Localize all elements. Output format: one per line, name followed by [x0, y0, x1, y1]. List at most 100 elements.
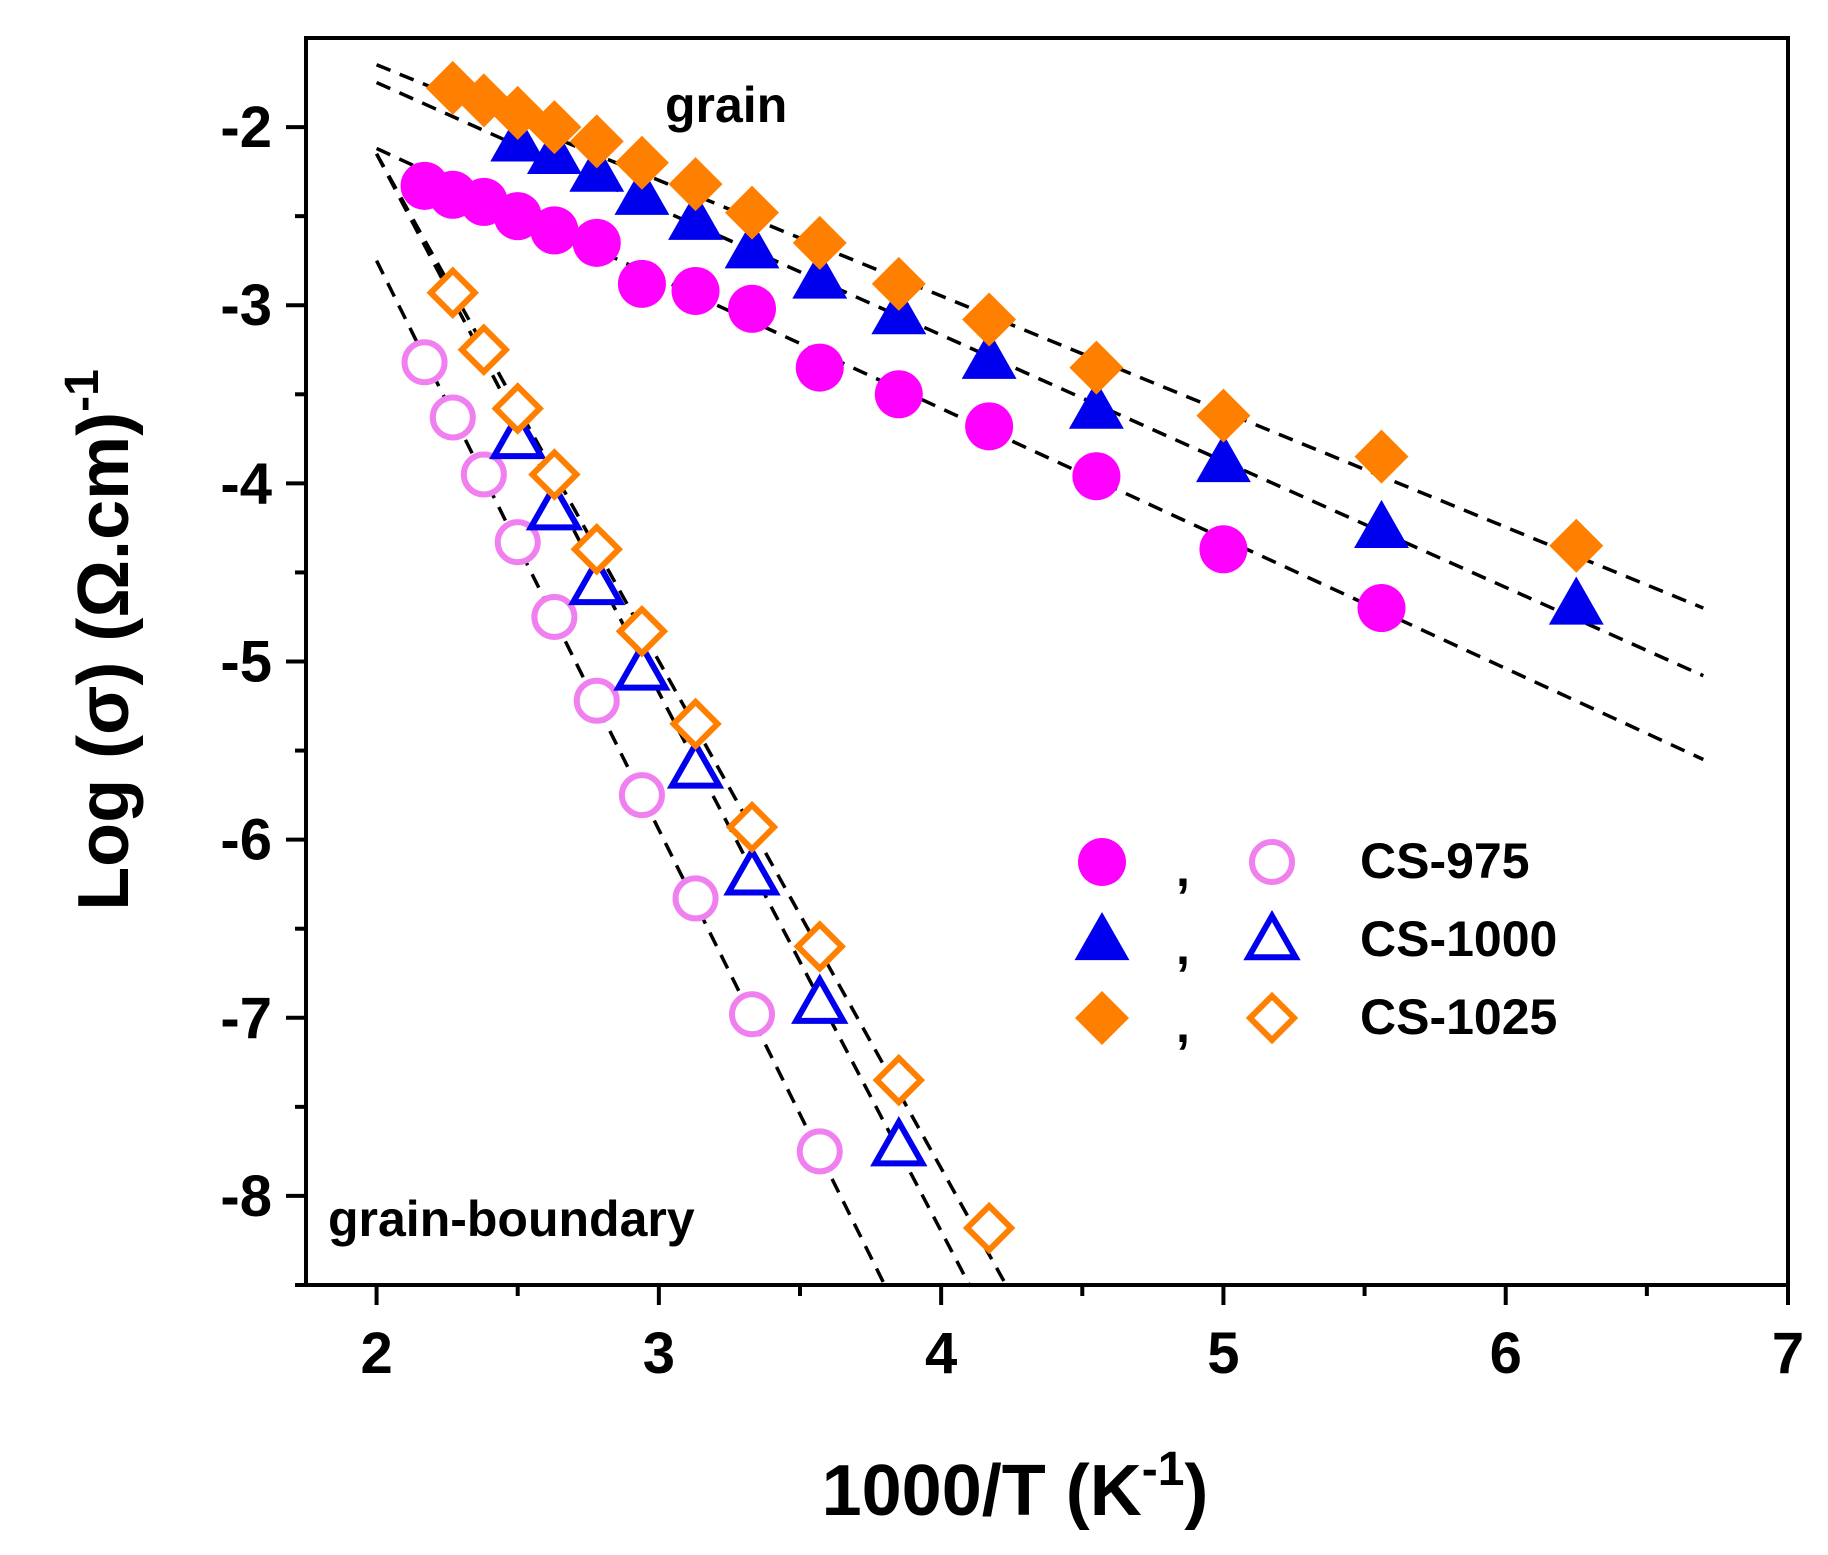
- point-cs-1000-gb: [525, 480, 584, 531]
- x-tick-label: 5: [1207, 1321, 1239, 1386]
- point-cs-1025-gb: [669, 697, 722, 751]
- legend-marker-open-cs-1000: [1243, 909, 1301, 961]
- x-axis-title-main: 1000/T (K: [822, 1451, 1142, 1531]
- legend-marker-filled-cs-1000: [1074, 912, 1130, 961]
- point-cs-1025-grain: [725, 185, 780, 240]
- point-cs-1025-gb: [528, 448, 581, 501]
- point-cs-1025-grain: [614, 135, 669, 190]
- point-cs-975-grain: [874, 370, 923, 419]
- point-cs-1025-grain: [1069, 340, 1124, 395]
- point-cs-975-grain: [671, 266, 720, 315]
- legend-sep-3: ,: [1176, 997, 1190, 1053]
- legend-marker-open-cs-1025: [1245, 991, 1299, 1045]
- point-cs-1000-gb: [568, 554, 626, 606]
- point-cs-1000-grain: [614, 166, 670, 215]
- point-cs-1000-gb: [791, 973, 849, 1024]
- y-tick-label: -6: [220, 808, 272, 873]
- point-cs-975-gb: [796, 1128, 843, 1175]
- point-cs-1000-gb: [489, 408, 547, 460]
- data-points: [400, 60, 1604, 1255]
- point-cs-975-grain: [1199, 525, 1248, 574]
- y-tick-label: -3: [220, 273, 272, 338]
- point-cs-1000-grain: [1354, 499, 1409, 549]
- y-axis-title: Log (σ) (Ω.cm)-1: [56, 369, 144, 911]
- point-cs-1000-gb: [613, 640, 671, 691]
- x-axis-title: 1000/T (K-1): [822, 1443, 1209, 1531]
- point-cs-1025-gb: [872, 1053, 926, 1107]
- point-cs-1025-gb: [426, 266, 480, 319]
- legend-markers: [1074, 838, 1301, 1045]
- point-cs-975-grain: [1357, 584, 1406, 633]
- point-cs-975-gb: [573, 677, 620, 724]
- x-axis-title-close: ): [1184, 1451, 1208, 1531]
- point-cs-1000-grain: [724, 220, 780, 269]
- point-cs-975-gb: [672, 875, 719, 922]
- y-tick-label: -8: [220, 1164, 272, 1229]
- point-cs-1000-gb: [666, 738, 725, 789]
- point-cs-1025-gb: [491, 382, 544, 435]
- legend: , , , CS-975 CS-1000 CS-1025: [1074, 833, 1557, 1053]
- y-tick-label: -2: [220, 95, 272, 160]
- point-cs-975-grain: [965, 402, 1014, 451]
- point-cs-975-grain: [572, 218, 621, 267]
- y-tick-label: -7: [220, 986, 272, 1051]
- point-cs-1025-gb: [725, 800, 779, 854]
- point-cs-1025-grain: [1549, 518, 1604, 573]
- point-cs-975-grain: [1072, 452, 1121, 501]
- point-cs-1025-grain: [1354, 429, 1409, 484]
- point-cs-975-gb: [460, 451, 507, 498]
- point-cs-1000-grain: [1548, 576, 1604, 625]
- point-cs-1025-grain: [1196, 388, 1251, 443]
- point-cs-975-gb: [729, 991, 776, 1038]
- x-tick-label: 6: [1490, 1321, 1522, 1386]
- x-tick-label: 3: [643, 1321, 675, 1386]
- legend-marker-filled-cs-975: [1078, 838, 1126, 886]
- point-cs-1025-gb: [615, 604, 669, 658]
- point-cs-1025-grain: [962, 292, 1017, 347]
- legend-sep-1: ,: [1176, 841, 1190, 897]
- point-cs-1000-grain: [1195, 433, 1251, 483]
- y-axis-title-sup: -1: [56, 369, 109, 412]
- annotation-grain-boundary: grain-boundary: [328, 1191, 695, 1247]
- point-cs-1000-grain: [1068, 380, 1124, 429]
- point-cs-1025-gb: [570, 523, 623, 576]
- point-cs-975-grain: [795, 343, 844, 392]
- y-tick-label: -5: [220, 630, 272, 695]
- point-cs-975-gb: [429, 394, 476, 441]
- point-cs-975-gb: [618, 772, 665, 819]
- point-cs-1025-grain: [668, 157, 723, 212]
- point-cs-1025-grain: [490, 85, 545, 140]
- legend-sep-2: ,: [1176, 919, 1190, 975]
- tick-labels: 2 3 4 5 6 7 -8 -7 -6 -5 -4 -3 -2: [220, 95, 1804, 1386]
- legend-label-cs-975: CS-975: [1360, 833, 1530, 889]
- point-cs-975-gb: [531, 593, 578, 640]
- point-cs-1025-grain: [792, 215, 847, 270]
- point-cs-975-grain: [728, 284, 777, 333]
- y-axis-title-main: Log (σ) (Ω.cm): [64, 412, 144, 911]
- point-cs-975-grain: [493, 192, 542, 241]
- y-tick-label: -4: [220, 451, 272, 516]
- point-cs-1000-grain: [961, 330, 1017, 379]
- point-cs-1025-grain: [569, 114, 624, 169]
- x-axis-title-sup: -1: [1142, 1443, 1185, 1496]
- point-cs-975-grain: [617, 259, 666, 308]
- point-cs-1000-grain: [792, 250, 848, 299]
- x-tick-label: 7: [1772, 1321, 1804, 1386]
- point-cs-1025-grain: [527, 100, 582, 155]
- point-cs-1000-gb: [723, 845, 781, 896]
- point-cs-1000-gb: [870, 1115, 928, 1167]
- point-cs-1025-gb: [962, 1201, 1016, 1255]
- fit-line-cs-975-grain: [375, 146, 1705, 762]
- legend-label-cs-1025: CS-1025: [1360, 989, 1557, 1045]
- annotation-grain: grain: [665, 77, 787, 133]
- point-cs-975-grain: [530, 206, 579, 255]
- point-cs-1025-grain: [871, 256, 926, 311]
- legend-marker-open-cs-975: [1249, 839, 1295, 885]
- point-cs-975-gb: [401, 339, 448, 386]
- point-cs-1025-gb: [457, 323, 511, 376]
- axis-ticks: [286, 125, 1790, 1305]
- point-cs-1025-gb: [793, 920, 847, 973]
- point-cs-1000-grain: [668, 191, 723, 240]
- legend-label-cs-1000: CS-1000: [1360, 911, 1557, 967]
